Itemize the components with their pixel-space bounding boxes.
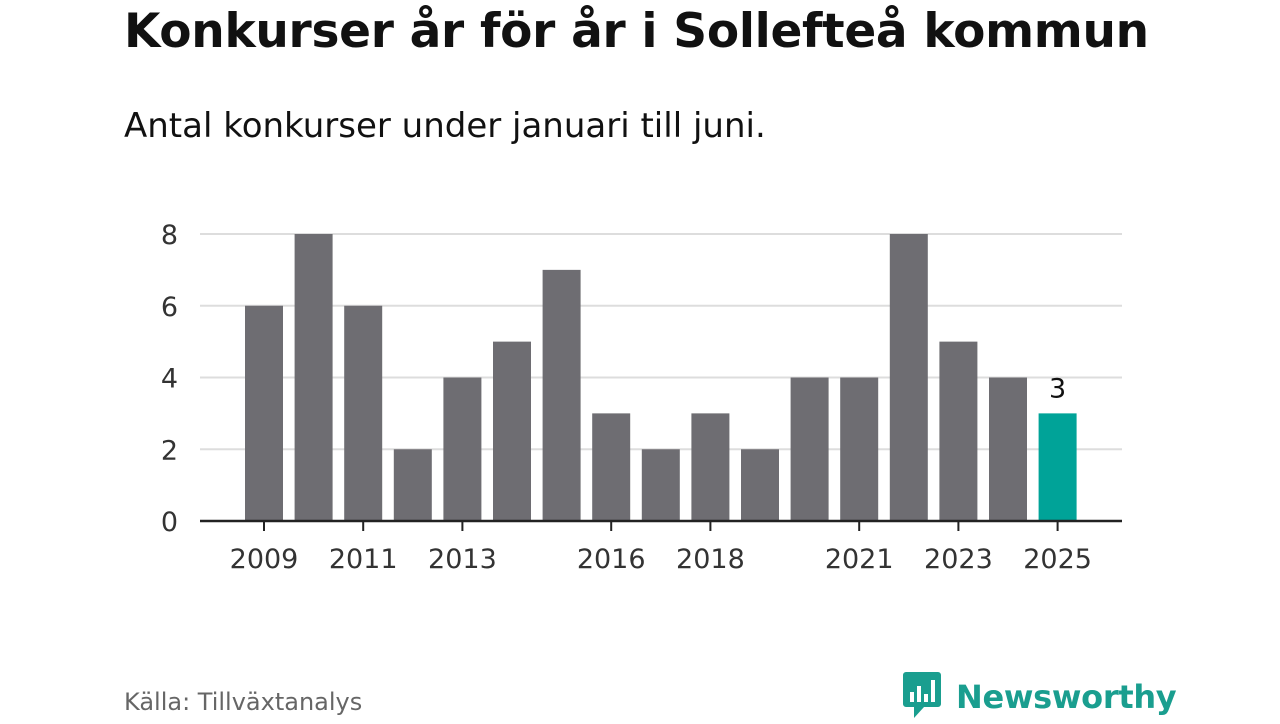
newsworthy-logo-icon [902, 670, 942, 724]
bar-2018 [691, 413, 730, 521]
bar-2009 [245, 305, 283, 521]
source-note: Källa: Tillväxtanalys [124, 688, 363, 716]
bar-chart: 0 2 4 6 8 3 2009 2011 2013 2016 2018 2021 2023 2025 [161, 220, 1122, 575]
bar-2016 [592, 413, 631, 521]
brand-name: Newsworthy [956, 678, 1177, 716]
axes [200, 519, 1122, 531]
bar-2025 [1038, 413, 1077, 521]
bar-2020 [790, 377, 829, 521]
grid-lines [200, 233, 1122, 451]
data-label: 3 [1049, 373, 1066, 404]
bar-2011 [344, 305, 383, 521]
bar-2024 [989, 377, 1027, 521]
x-tick-label: 2025 [1023, 544, 1092, 575]
x-tick-label: 2018 [676, 544, 745, 575]
y-tick-label: 4 [161, 364, 178, 395]
bar-2015 [542, 269, 581, 521]
bar-2013 [443, 377, 482, 521]
bar-2019 [741, 449, 779, 521]
x-tick-label: 2011 [329, 544, 398, 575]
y-tick-label: 2 [161, 435, 178, 466]
y-tick-label: 8 [161, 220, 178, 251]
chart-title: Konkurser år för år i Sollefteå kommun [124, 4, 1149, 59]
bar-2012 [393, 449, 432, 521]
bar-2010 [294, 234, 333, 521]
y-tick-label: 6 [161, 292, 178, 323]
brand[interactable]: Newsworthy [902, 670, 1177, 724]
bar-2021 [840, 377, 879, 521]
y-tick-label: 0 [161, 507, 178, 538]
bar-2014 [493, 341, 531, 521]
x-tick-label: 2023 [924, 544, 993, 575]
bar-2023 [939, 341, 978, 521]
chart-subtitle: Antal konkurser under januari till juni. [124, 106, 766, 146]
x-tick-label: 2013 [428, 544, 497, 575]
x-tick-label: 2009 [230, 544, 299, 575]
x-tick-label: 2016 [577, 544, 646, 575]
bar-2022 [889, 234, 928, 521]
labels: 0 2 4 6 8 3 2009 2011 2013 2016 2018 2021 2023 2025 [161, 220, 1092, 575]
x-tick-label: 2021 [825, 544, 894, 575]
bar-2017 [641, 449, 680, 521]
bars [245, 234, 1077, 521]
